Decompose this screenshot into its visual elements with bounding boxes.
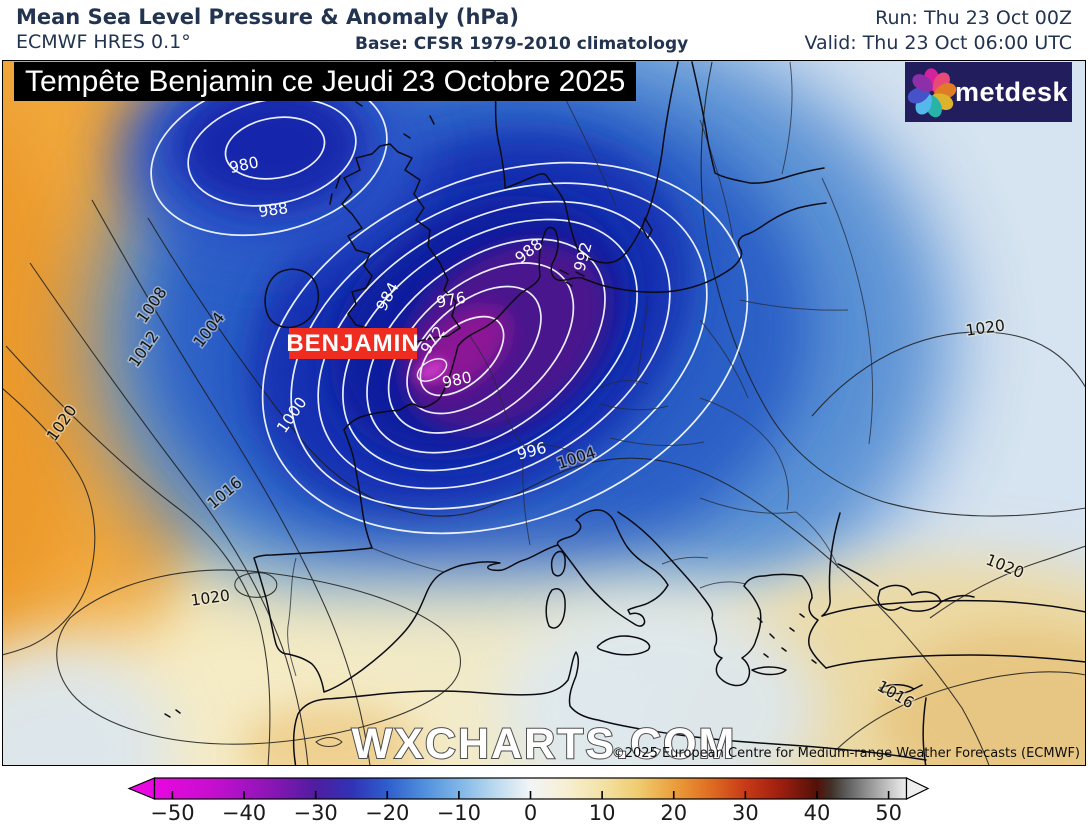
- run-time-label: Run: Thu 23 Oct 00Z: [875, 7, 1072, 29]
- colorbar-tick-label: −20: [365, 801, 409, 825]
- metdesk-logo-text: metdesk: [955, 76, 1069, 107]
- contour-label: 988: [257, 199, 289, 221]
- colorbar-tick-labels: −50 −40 −30 −20 −10 0 10 20 30 40 50: [150, 801, 902, 825]
- colorbar-tick-label: 50: [875, 801, 902, 825]
- valid-time-label: Valid: Thu 23 Oct 06:00 UTC: [804, 32, 1072, 54]
- colorbar-right-arrow: [905, 777, 930, 800]
- metdesk-flower-icon: [907, 68, 957, 118]
- climatology-base-label: Base: CFSR 1979-2010 climatology: [355, 34, 689, 54]
- copyright-notice: ©2025 European Centre for Medium-range W…: [611, 746, 1080, 761]
- colorbar-tick-label: 40: [804, 801, 831, 825]
- country-borders: [287, 61, 873, 677]
- colorbar-tick-label: 30: [732, 801, 759, 825]
- contour-label: 980: [441, 368, 474, 392]
- isobar-contours-dark: [2, 61, 1086, 766]
- pressure-anomaly-map: 980 988 984 976 972 980 1000 988 992 996 1004 1008 1…: [0, 58, 1088, 768]
- page-title: Mean Sea Level Pressure & Anomaly (hPa): [16, 5, 519, 29]
- contour-label: 980: [228, 153, 261, 177]
- model-label: ECMWF HRES 0.1°: [16, 31, 191, 53]
- colorbar-tick-label: 10: [589, 801, 616, 825]
- contour-label: 976: [435, 289, 467, 312]
- metdesk-logo: metdesk: [905, 62, 1072, 122]
- colorbar-tick-label: −10: [437, 801, 481, 825]
- colorbar: −50 −40 −30 −20 −10 0 10 20 30 40 50: [0, 768, 1088, 833]
- colorbar-tick-label: 0: [524, 801, 537, 825]
- colorbar-tick-label: −50: [150, 801, 194, 825]
- colorbar-canvas: −50 −40 −30 −20 −10 0 10 20 30 40 50: [127, 777, 930, 825]
- colorbar-left-arrow: [127, 777, 156, 800]
- colorbar-tick-label: −40: [222, 801, 266, 825]
- watermark: WXCHARTS.COM: [351, 719, 737, 769]
- petal-icon: [912, 74, 933, 92]
- isobar-contours-white: [150, 75, 749, 535]
- colorbar-ticks: [171, 791, 890, 799]
- coastlines: [164, 61, 1086, 766]
- storm-name-label: BENJAMIN: [286, 328, 419, 359]
- headline-banner: Tempête Benjamin ce Jeudi 23 Octobre 202…: [14, 62, 637, 101]
- colorbar-tick-label: 20: [660, 801, 687, 825]
- colorbar-tick-label: −30: [293, 801, 337, 825]
